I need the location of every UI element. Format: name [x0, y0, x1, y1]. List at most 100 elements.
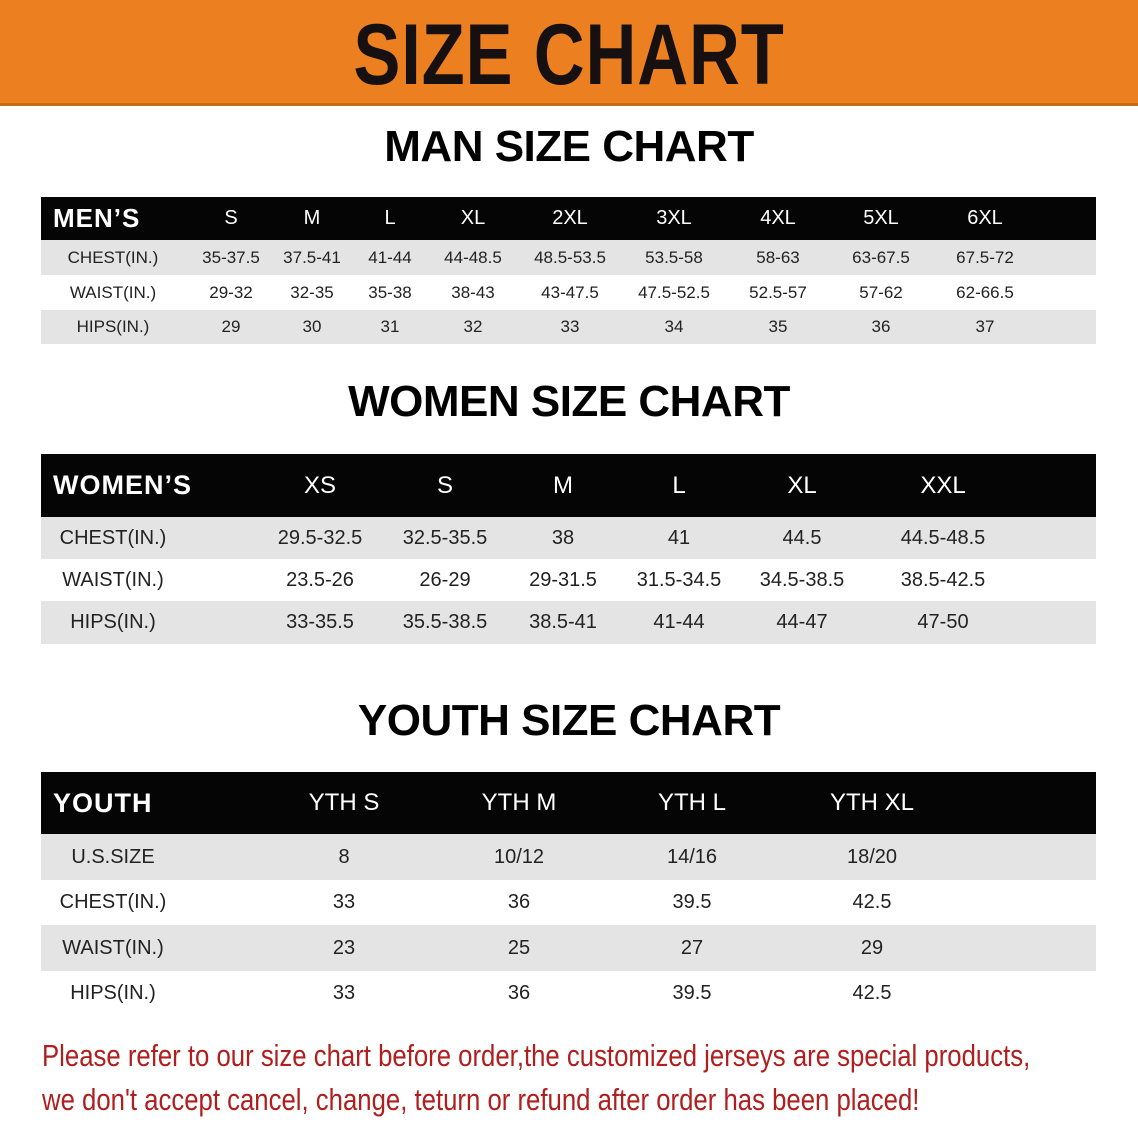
size-header: XXL: [920, 471, 966, 499]
youth-header-row: YOUTH YTH S YTH M YTH L YTH XL: [41, 772, 1096, 834]
table-cell: 53.5-58: [645, 247, 703, 267]
size-header: YTH S: [308, 789, 380, 816]
table-cell: 38.5-41: [529, 611, 597, 633]
table-row: WAIST(IN.) 23 25 27 29: [41, 925, 1096, 971]
women-header-label: WOMEN’S: [53, 470, 192, 500]
banner-title: SIZE CHART: [353, 7, 785, 103]
table-cell: 38.5-42.5: [900, 568, 986, 591]
youth-heading: YOUTH SIZE CHART: [357, 696, 781, 745]
table-cell: 44.5-48.5: [900, 526, 986, 549]
row-label: HIPS(IN.): [76, 317, 150, 336]
women-header-row: WOMEN’S XS S M L XL XXL: [41, 454, 1096, 517]
table-cell: 37.5-41: [283, 247, 341, 267]
table-row: WAIST(IN.) 23.5-26 26-29 29-31.5 31.5-34.5 34…: [41, 559, 1096, 601]
table-cell: 35: [768, 317, 788, 336]
table-cell: 41-44: [368, 247, 412, 267]
row-label: HIPS(IN.): [70, 982, 156, 1004]
table-cell: 29-31.5: [529, 568, 597, 591]
table-cell: 39.5: [672, 891, 712, 913]
row-label: CHEST(IN.): [59, 891, 167, 913]
table-cell: 47.5-52.5: [638, 282, 710, 302]
table-cell: 33: [332, 891, 356, 913]
row-label: WAIST(IN.): [62, 936, 164, 959]
size-header: 6XL: [967, 207, 1003, 229]
table-cell: 47-50: [917, 611, 969, 633]
table-cell: 63-67.5: [852, 247, 910, 267]
table-cell: 41-44: [653, 611, 705, 633]
table-cell: 48.5-53.5: [534, 247, 606, 267]
size-header: 4XL: [760, 207, 796, 229]
size-header: 5XL: [863, 207, 899, 229]
table-cell: 57-62: [859, 282, 903, 302]
table-cell: 18/20: [846, 845, 898, 868]
table-cell: 36: [507, 891, 531, 913]
table-cell: 39.5: [672, 982, 712, 1004]
table-cell: 67.5-72: [956, 247, 1014, 267]
table-cell: 44.5: [782, 526, 822, 549]
row-label: U.S.SIZE: [71, 845, 155, 868]
table-row: HIPS(IN.) 29 30 31 32 33 34 35 36 37: [41, 310, 1096, 344]
size-header: XS: [303, 471, 336, 499]
row-label: WAIST(IN.): [69, 282, 157, 302]
table-cell: 33: [332, 982, 356, 1004]
table-cell: 31.5-34.5: [636, 568, 722, 591]
table-cell: 29.5-32.5: [277, 526, 363, 549]
men-header-label: MEN’S: [53, 203, 141, 233]
table-cell: 58-63: [756, 247, 800, 267]
table-cell: 10/12: [493, 845, 545, 868]
size-header: YTH M: [481, 789, 557, 816]
table-cell: 31: [380, 317, 400, 336]
table-cell: 62-66.5: [956, 282, 1014, 302]
table-row: HIPS(IN.) 33 36 39.5 42.5: [41, 971, 1096, 1016]
table-cell: 38: [551, 526, 575, 549]
table-cell: 33-35.5: [286, 611, 354, 633]
table-cell: 23: [332, 936, 356, 959]
table-cell: 41: [667, 526, 691, 549]
men-header-row: MEN’S S M L XL 2XL 3XL 4XL 5XL 6XL: [41, 197, 1096, 240]
table-cell: 42.5: [852, 891, 892, 913]
notice-line-2: we don't accept cancel, change, teturn o…: [42, 1082, 920, 1117]
table-row: CHEST(IN.) 33 36 39.5 42.5: [41, 880, 1096, 925]
table-cell: 33: [560, 317, 580, 336]
row-label: CHEST(IN.): [59, 526, 167, 549]
table-cell: 34: [664, 317, 684, 336]
table-cell: 26-29: [419, 568, 471, 591]
table-cell: 35-38: [368, 282, 412, 302]
table-row: WAIST(IN.) 29-32 32-35 35-38 38-43 43-47.5 47.…: [41, 275, 1096, 310]
table-cell: 14/16: [666, 845, 718, 868]
youth-size-table: YOUTH YTH S YTH M YTH L YTH XL U.S.SIZE 8 10/12…: [41, 772, 1096, 1016]
table-cell: 29: [860, 936, 884, 959]
table-cell: 43-47.5: [541, 282, 599, 302]
table-cell: 42.5: [852, 982, 892, 1004]
size-header: M: [303, 207, 321, 229]
size-header: S: [436, 471, 453, 499]
table-cell: 27: [680, 936, 704, 959]
notice-line-1: Please refer to our size chart before or…: [42, 1038, 1031, 1073]
size-header: S: [224, 207, 238, 229]
size-header: M: [553, 471, 573, 499]
table-cell: 8: [338, 845, 350, 868]
table-cell: 38-43: [451, 282, 495, 302]
table-cell: 23.5-26: [286, 568, 354, 591]
size-header: 2XL: [552, 207, 588, 229]
table-cell: 37: [975, 317, 995, 336]
table-cell: 32: [463, 317, 483, 336]
row-label: HIPS(IN.): [70, 611, 156, 633]
table-cell: 35.5-38.5: [402, 611, 488, 633]
table-cell: 29-32: [209, 282, 253, 302]
table-cell: 35-37.5: [202, 247, 260, 267]
table-cell: 25: [507, 936, 531, 959]
size-header: 3XL: [656, 207, 692, 229]
size-header: XL: [787, 471, 817, 499]
table-cell: 32-35: [290, 282, 334, 302]
table-cell: 30: [302, 317, 322, 336]
size-header: XL: [460, 207, 486, 229]
size-header: L: [384, 207, 396, 229]
table-cell: 34.5-38.5: [759, 568, 845, 591]
table-cell: 44-47: [776, 611, 828, 633]
table-cell: 52.5-57: [749, 282, 807, 302]
row-label: CHEST(IN.): [67, 247, 159, 267]
men-heading: MAN SIZE CHART: [384, 122, 754, 171]
size-header: YTH XL: [829, 789, 915, 816]
youth-header-label: YOUTH: [53, 787, 153, 818]
